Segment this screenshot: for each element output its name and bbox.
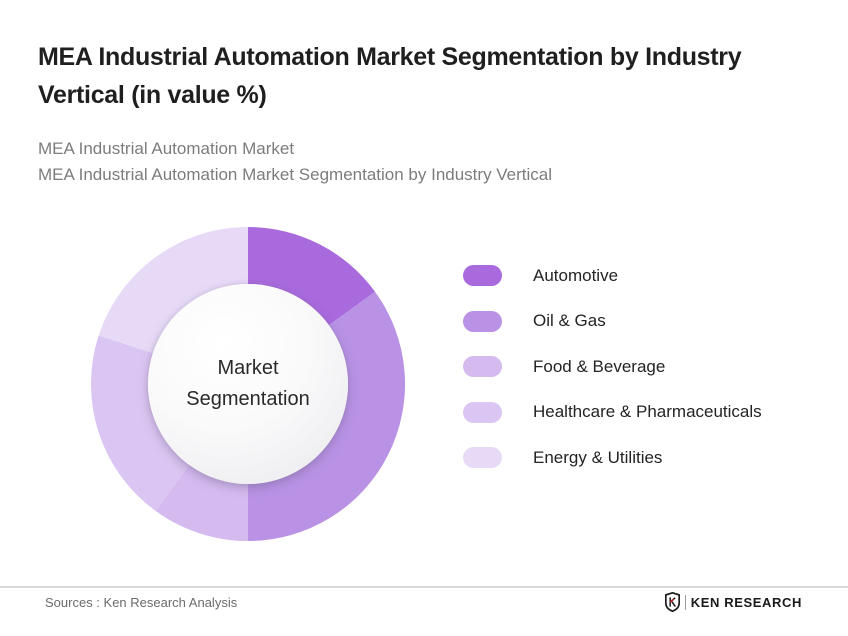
donut-segment-healthcare-pharmaceuticals [91, 335, 190, 512]
donut-svg [91, 227, 405, 541]
donut-chart: Market Segmentation [91, 227, 405, 541]
legend-label-automotive: Automotive [533, 265, 619, 285]
logo-wordmark: KEN RESEARCH [690, 594, 802, 610]
page-title-line-1: MEA Industrial Automation Market Segment… [38, 43, 742, 71]
page-title-line-2: Vertical (in value %) [38, 81, 267, 109]
chart-legend: Automotive Oil & Gas Food & Beverage Hea… [463, 265, 762, 468]
legend-label-energy-utilities: Energy & Utilities [533, 447, 663, 467]
donut-segment-food-beverage [155, 464, 248, 541]
donut-center-label: Market Segmentation [186, 357, 310, 410]
legend-item-oil-gas: Oil & Gas [463, 310, 762, 332]
donut-center: Market Segmentation [148, 284, 348, 484]
page-title: MEA Industrial Automation Market Segment… [38, 38, 742, 114]
legend-swatch-automotive [463, 265, 502, 286]
legend-item-healthcare-pharmaceuticals: Healthcare & Pharmaceuticals [463, 401, 762, 423]
donut-segment-energy-utilities [98, 227, 249, 354]
ken-research-logo: KEN RESEARCH [664, 591, 802, 613]
chart-subtitle-line-2: MEA Industrial Automation Market Segment… [38, 165, 553, 184]
legend-swatch-healthcare-pharmaceuticals [463, 401, 502, 423]
ken-research-shield-icon [664, 592, 680, 612]
donut-segment-automotive [248, 227, 376, 326]
legend-swatch-food-beverage [463, 356, 502, 377]
logo-divider [684, 594, 686, 610]
legend-label-healthcare-pharmaceuticals: Healthcare & Pharmaceuticals [533, 402, 762, 421]
chart-subtitle: MEA Industrial Automation Market MEA Ind… [38, 136, 552, 188]
footer-sources-text: Sources : Ken Research Analysis [45, 595, 238, 610]
legend-label-oil-gas: Oil & Gas [533, 311, 606, 330]
footer-divider [0, 586, 848, 588]
legend-item-automotive: Automotive [463, 265, 762, 286]
legend-swatch-energy-utilities [463, 447, 502, 468]
chart-subtitle-line-1: MEA Industrial Automation Market [38, 139, 295, 158]
legend-swatch-oil-gas [463, 310, 502, 332]
legend-label-food-beverage: Food & Beverage [533, 356, 666, 376]
donut-segment-oil-gas [248, 291, 405, 541]
legend-item-energy-utilities: Energy & Utilities [463, 447, 762, 468]
legend-item-food-beverage: Food & Beverage [463, 356, 762, 377]
